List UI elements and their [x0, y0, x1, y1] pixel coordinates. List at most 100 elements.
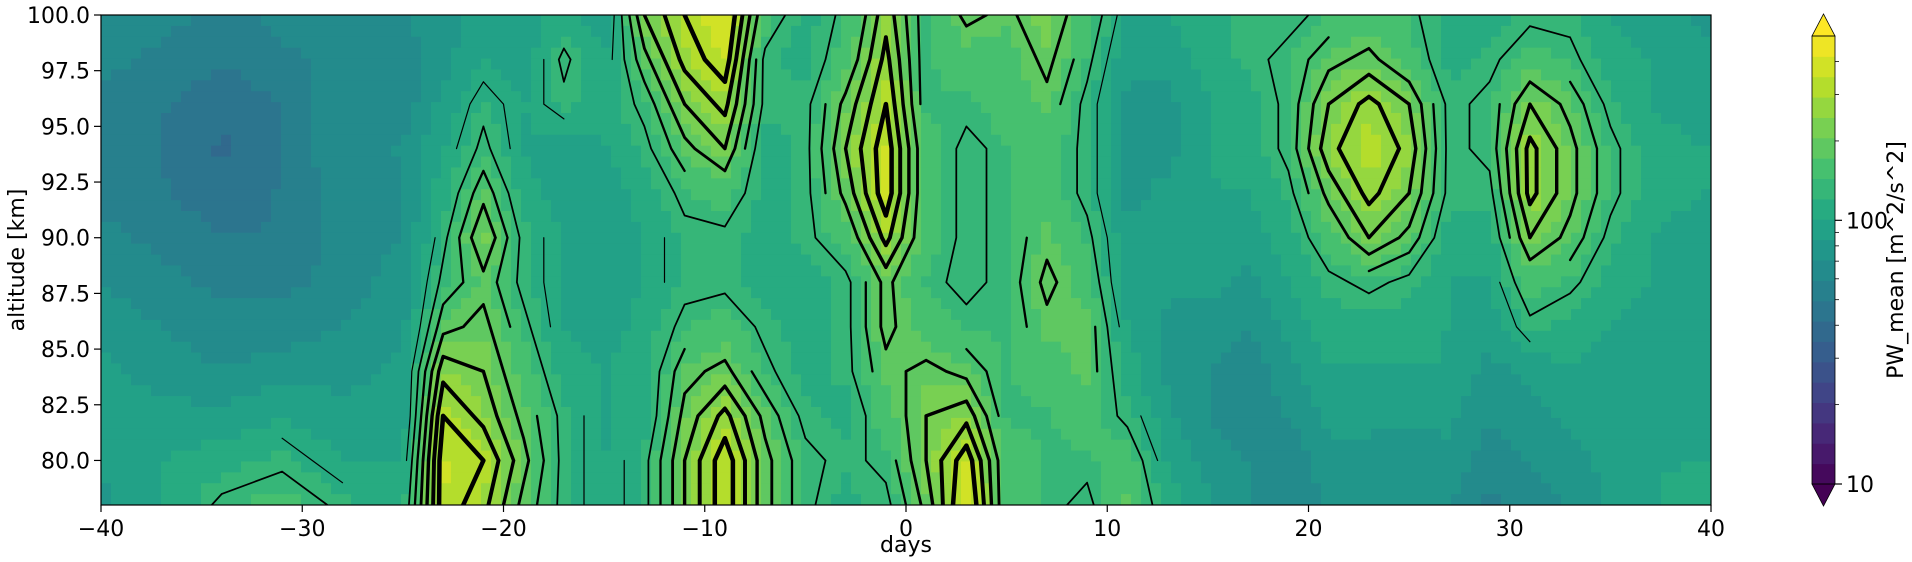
heatmap-cell [391, 232, 402, 245]
heatmap-cell [591, 287, 602, 299]
heatmap-cell [1161, 243, 1172, 256]
heatmap-cell [161, 363, 172, 375]
heatmap-cell [981, 113, 992, 125]
heatmap-cell [131, 309, 142, 321]
heatmap-cell [841, 330, 852, 343]
heatmap-cell [561, 428, 572, 441]
heatmap-cell [211, 472, 222, 484]
heatmap-cell [351, 341, 362, 354]
heatmap-cell [921, 80, 932, 92]
heatmap-cell [1201, 167, 1212, 179]
heatmap-cell [781, 156, 792, 169]
heatmap-cell [671, 145, 682, 158]
heatmap-cell [1111, 363, 1122, 375]
heatmap-cell [311, 439, 322, 452]
heatmap-cell [591, 36, 602, 49]
heatmap-cell [1121, 287, 1132, 299]
heatmap-cell [851, 25, 862, 38]
heatmap-cell [1121, 352, 1132, 365]
heatmap-cell [1201, 58, 1212, 71]
heatmap-cell [1071, 200, 1082, 212]
heatmap-cell [851, 113, 862, 125]
heatmap-cell [741, 58, 752, 71]
heatmap-cell [351, 385, 362, 397]
heatmap-cell [761, 254, 772, 267]
heatmap-cell [421, 265, 432, 277]
heatmap-cell [511, 461, 522, 473]
heatmap-cell [501, 254, 512, 267]
heatmap-cell [141, 450, 152, 463]
heatmap-cell [1111, 450, 1122, 463]
heatmap-cell [251, 58, 262, 71]
heatmap-cell [801, 254, 812, 267]
heatmap-cell [111, 47, 122, 60]
heatmap-cell [891, 428, 902, 441]
heatmap-cell [1121, 254, 1132, 267]
heatmap-cell [801, 80, 812, 92]
heatmap-cell [1181, 407, 1192, 419]
heatmap-cell [291, 483, 302, 495]
heatmap-cell [641, 385, 652, 397]
heatmap-cell [421, 309, 432, 321]
heatmap-cell [181, 407, 192, 419]
heatmap-cell [301, 396, 312, 408]
heatmap-cell [891, 265, 902, 277]
heatmap-cell [171, 417, 182, 430]
heatmap-cell [331, 189, 342, 201]
heatmap-cell [621, 80, 632, 92]
heatmap-cell [1101, 341, 1112, 354]
heatmap-cell [1171, 352, 1182, 365]
heatmap-cell [321, 91, 332, 103]
heatmap-cell [961, 287, 972, 299]
heatmap-cell [1171, 254, 1182, 267]
heatmap-cell [171, 287, 182, 299]
heatmap-cell [241, 298, 252, 310]
heatmap-cell [841, 287, 852, 299]
heatmap-cell [441, 450, 452, 463]
heatmap-cell [1131, 276, 1142, 288]
heatmap-cell [141, 15, 152, 27]
heatmap-cell [261, 47, 272, 60]
heatmap-cell [1041, 102, 1052, 114]
heatmap-cell [101, 91, 112, 103]
heatmap-cell [761, 156, 772, 169]
heatmap-cell [1141, 439, 1152, 452]
heatmap-cell [1191, 472, 1202, 484]
heatmap-cell [851, 243, 862, 256]
heatmap-cell [971, 298, 982, 310]
heatmap-cell [1061, 385, 1072, 397]
heatmap-cell [811, 113, 822, 125]
heatmap-cell [301, 156, 312, 169]
heatmap-cell [371, 200, 382, 212]
heatmap-cell [981, 396, 992, 408]
heatmap-cell [641, 428, 652, 441]
heatmap-cell [1031, 428, 1042, 441]
heatmap-cell [161, 102, 172, 114]
heatmap-cell [611, 319, 622, 332]
heatmap-cell [921, 167, 932, 179]
heatmap-cell [471, 167, 482, 179]
heatmap-cell [361, 178, 372, 190]
heatmap-cell [771, 483, 782, 495]
heatmap-cell [1051, 309, 1062, 321]
heatmap-cell [941, 396, 952, 408]
heatmap-cell [941, 374, 952, 386]
heatmap-cell [801, 352, 812, 365]
heatmap-cell [1051, 319, 1062, 332]
heatmap-cell [371, 417, 382, 430]
heatmap-cell [331, 265, 342, 277]
heatmap-cell [1001, 254, 1012, 267]
heatmap-cell [701, 145, 712, 158]
heatmap-cell [201, 178, 212, 190]
heatmap-cell [141, 330, 152, 343]
heatmap-cell [761, 396, 772, 408]
heatmap-cell [1051, 145, 1062, 158]
heatmap-cell [101, 287, 112, 299]
heatmap-cell [1011, 113, 1022, 125]
heatmap-cell [1201, 276, 1212, 288]
heatmap-cell [821, 276, 832, 288]
heatmap-cell [911, 102, 922, 114]
heatmap-cell [631, 69, 642, 81]
heatmap-cell [1091, 439, 1102, 452]
heatmap-cell [1181, 417, 1192, 430]
